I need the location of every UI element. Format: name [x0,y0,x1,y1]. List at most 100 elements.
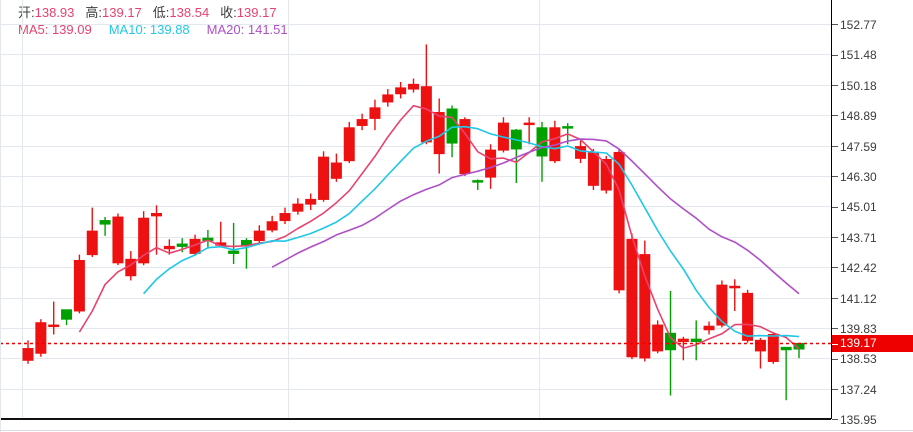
candle-body [305,198,317,205]
candle-body [639,254,651,359]
legend-high-value: 139.17 [102,5,142,20]
candle-body [562,126,574,129]
legend-low-label: 低: [152,5,170,20]
candle-body [228,250,240,254]
candle-body [742,292,754,341]
legend-open-value: 138.93 [34,5,75,20]
axis-tick-mark [832,176,838,178]
axis-tick-value: 137.24 [840,382,877,397]
axis-tick-mark [832,206,838,208]
current-price-value: 139.17 [840,336,877,351]
axis-tick-mark [832,54,838,56]
candle-body [279,213,291,222]
legend-close: 收:139.17 [220,4,276,21]
candle-body [446,108,458,144]
ma-row: MA5: 139.09 MA10: 139.88 MA20: 141.51 [18,21,830,38]
candle-body [780,346,792,351]
candle-body [112,216,124,264]
axis-tick-label: 135.95 [832,412,913,427]
candle-body [138,217,150,264]
candle-body [472,180,484,183]
axis-tick-mark [832,237,838,239]
axis-tick-mark [832,24,838,26]
candle-body [754,339,766,352]
candle-body [420,86,432,143]
ma-line-ma20 [271,138,800,295]
axis-tick-label: 146.30 [832,169,913,184]
axis-tick-label: 150.18 [832,78,913,93]
ohlc-row: 开:138.93 高:139.17 低:138.54 收:139.17 [18,4,830,21]
current-price-badge: 139.17 [832,335,913,353]
axis-tick-value: 143.71 [840,230,877,245]
axis-tick-label: 148.89 [832,108,913,123]
legend-ma10: MA10: 139.88 [108,22,190,37]
candle-body [61,309,73,320]
axis-tick-value: 138.53 [840,352,877,367]
legend-low: 低:138.54 [153,4,209,21]
candle-body [523,122,535,126]
candle-body [253,230,265,242]
plot-left-edge [0,0,1,432]
ma-line-ma5 [78,104,800,350]
axis-tick-mark [832,297,838,299]
candle-body [151,213,162,217]
candle-body [99,220,111,225]
candle-body [677,338,689,343]
candle-body [86,230,98,256]
legend-low-value: 138.54 [169,5,210,20]
legend-high: 高:139.17 [85,4,141,21]
candle-body [22,348,34,361]
axis-tick-mark [832,328,838,330]
axis-tick-label: 143.71 [832,230,913,245]
candle-body [266,221,278,231]
axis-tick-value: 141.12 [840,291,877,306]
axis-tick-value: 147.59 [840,139,877,154]
axis-tick-mark [832,389,838,391]
candle-body [485,149,497,178]
axis-tick-value: 151.48 [840,48,877,63]
candle-body [292,203,304,212]
candle-body [626,238,638,358]
candle-body [395,87,407,95]
ma-line-ma10 [143,125,800,338]
axis-tick-value: 152.77 [840,17,877,32]
legend-close-value: 139.17 [236,5,277,20]
candle-body [703,325,715,331]
current-price-tick [832,343,838,345]
bottom-divider [0,430,913,431]
axis-tick-value: 150.18 [840,78,877,93]
candle-body [330,162,342,179]
candle-body [575,146,587,159]
candle-body [729,285,741,289]
axis-tick-value: 145.01 [840,200,877,215]
candle-body [382,94,394,103]
axis-tick-label: 147.59 [832,139,913,153]
legend-close-label: 收: [220,5,237,20]
candle-body [716,284,728,326]
candle-body [613,151,625,291]
axis-tick-label: 141.12 [832,291,913,305]
candle-body [73,259,85,312]
axis-tick-value: 139.83 [840,321,877,336]
axis-tick-mark [832,419,838,421]
gridlines [0,0,831,419]
axis-tick-label: 137.24 [832,382,913,397]
axis-tick-value: 148.89 [840,108,877,123]
axis-tick-label: 145.01 [832,199,913,215]
candle-body [163,245,175,250]
legend-ma20: MA20: 141.51 [206,22,288,37]
candle-body [767,333,779,362]
axis-tick-label: 142.42 [832,260,913,275]
axis-tick-mark [832,85,838,87]
candle-body [369,107,381,119]
candle-body [408,83,419,90]
axis-tick-label: 138.53 [832,351,913,367]
axis-tick-value: 146.30 [840,169,877,184]
axis-tick-label: 152.77 [832,17,913,32]
candle-body [652,324,664,352]
chart-legend: 开:138.93 高:139.17 低:138.54 收:139.17 MA5: 13… [0,0,830,38]
candle-body [356,119,368,126]
axis-tick-label: 139.83 [832,321,913,336]
axis-tick-mark [832,145,838,147]
